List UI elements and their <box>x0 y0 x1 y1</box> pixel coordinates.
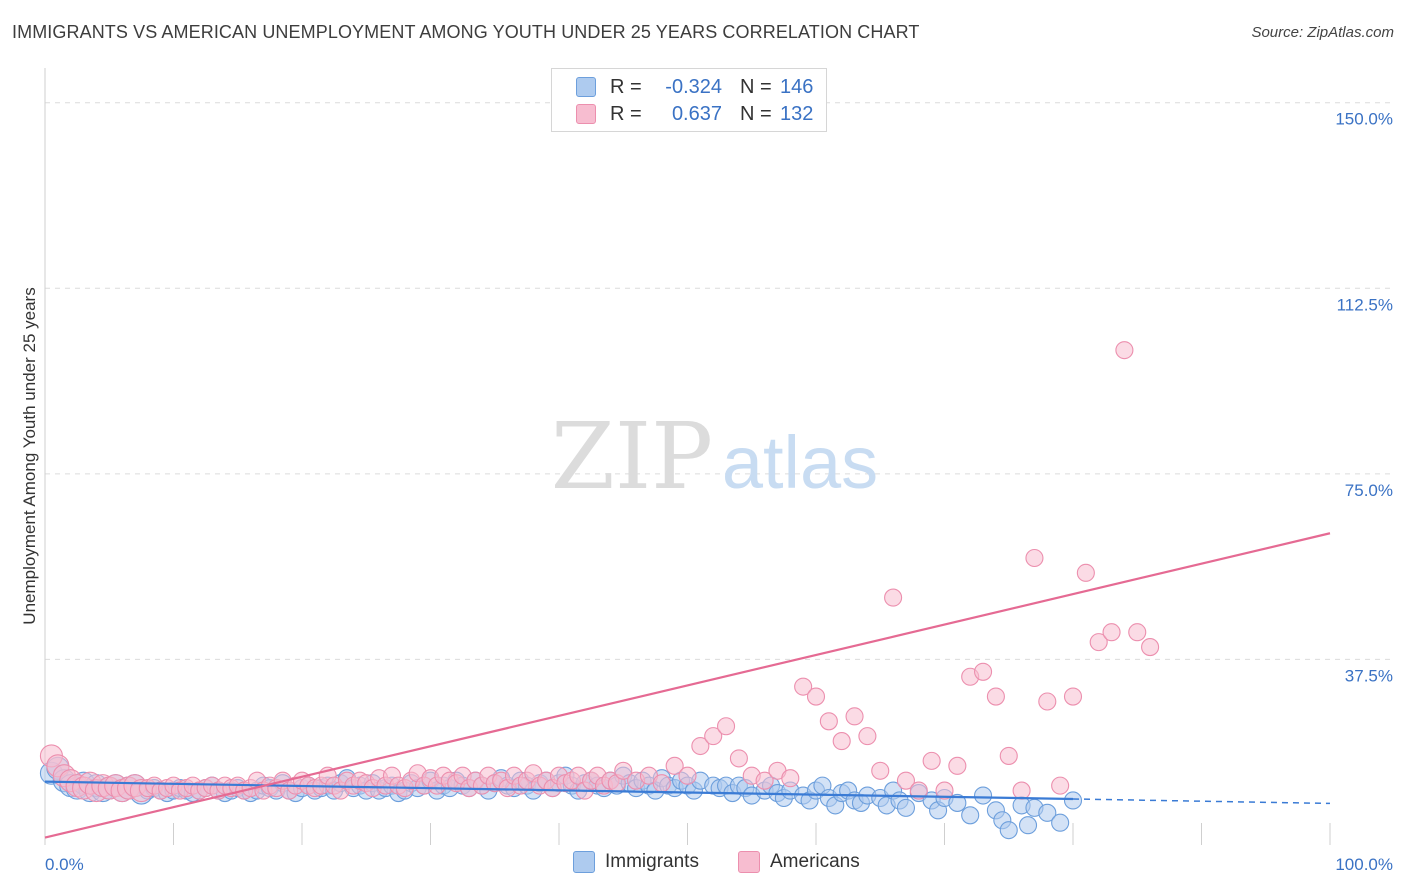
americans-point <box>986 687 1005 706</box>
americans-point <box>652 774 671 793</box>
immigrants-point <box>999 821 1018 840</box>
n-label: N = <box>740 75 772 98</box>
n-value: 132 <box>780 102 814 125</box>
americans-trend-line <box>44 532 1331 839</box>
americans-point <box>1076 563 1095 582</box>
legend-row-immigrants: R = -0.324 N = 146 <box>576 73 824 101</box>
legend-label-immigrants: Immigrants <box>605 851 699 872</box>
immigrants-point <box>973 786 993 805</box>
americans-point <box>999 746 1018 765</box>
americans-point <box>922 751 941 770</box>
americans-point <box>755 771 774 790</box>
x-tick-label: 100.0% <box>1335 855 1393 874</box>
r-value: 0.637 <box>671 102 722 125</box>
immigrants-point <box>961 806 980 825</box>
americans-point <box>896 771 916 790</box>
immigrants-point <box>896 798 916 817</box>
americans-point <box>935 781 954 800</box>
r-label: R = <box>610 102 642 125</box>
legend-item-americans[interactable]: Americans <box>738 851 860 873</box>
americans-point <box>1063 687 1083 706</box>
r-label: R = <box>610 75 642 98</box>
immigrants-point <box>948 793 967 812</box>
americans-point <box>781 769 800 788</box>
americans-point <box>1051 776 1070 795</box>
americans-point <box>704 727 723 746</box>
chart-title: IMMIGRANTS VS AMERICAN UNEMPLOYMENT AMON… <box>12 22 920 42</box>
americans-point <box>729 749 748 768</box>
immigrants-point <box>1063 791 1083 810</box>
americans-point <box>678 766 697 785</box>
americans-point <box>1102 623 1121 642</box>
x-tick-label: 0.0% <box>45 855 84 874</box>
americans-point <box>884 588 903 607</box>
source-credit: Source: ZipAtlas.com <box>1251 24 1394 41</box>
americans-point <box>871 761 890 780</box>
americans-point <box>1025 548 1044 568</box>
tick-labels: 37.5% 75.0% 112.5% 150.0% 0.0% 100.0% <box>45 110 1393 874</box>
axes <box>44 68 1331 845</box>
americans-point <box>1141 638 1160 657</box>
trend-lines <box>44 532 1331 839</box>
n-value: 146 <box>780 75 814 98</box>
americans-point <box>806 687 826 706</box>
americans-point <box>1089 633 1108 652</box>
americans-point <box>858 727 877 746</box>
immigrants-point <box>1038 803 1057 822</box>
immigrants-point <box>1051 813 1070 832</box>
immigrants-swatch <box>573 851 595 873</box>
legend-label-americans: Americans <box>770 851 860 872</box>
americans-point <box>909 781 928 800</box>
grid <box>45 102 1395 660</box>
n-label: N = <box>740 102 772 125</box>
americans-point <box>1038 692 1057 711</box>
americans-swatch <box>576 104 596 124</box>
americans-point <box>1115 341 1134 360</box>
americans-point <box>832 732 851 751</box>
immigrants-trend-extension <box>1072 798 1331 805</box>
americans-point <box>845 707 864 726</box>
legend-item-immigrants[interactable]: Immigrants <box>573 851 699 873</box>
americans-point <box>1128 623 1147 642</box>
americans-point <box>794 677 813 696</box>
legend-row-americans: R = 0.637 N = 132 <box>576 100 824 128</box>
watermark-zip: ZIP <box>551 403 713 510</box>
y-tick-label: 75.0% <box>1345 481 1393 500</box>
americans-point <box>819 712 838 731</box>
immigrants-trend-line <box>44 780 1074 801</box>
americans-point <box>1012 781 1031 800</box>
watermark: ZIP atlas <box>551 403 878 510</box>
americans-point <box>716 717 736 736</box>
immigrants-swatch <box>576 77 596 97</box>
y-tick-label: 150.0% <box>1335 110 1393 129</box>
y-tick-label: 112.5% <box>1337 295 1393 314</box>
americans-swatch <box>738 851 760 873</box>
americans-point <box>614 761 633 780</box>
americans-point <box>665 756 684 775</box>
watermark-atlas: atlas <box>722 421 878 504</box>
americans-point <box>973 662 993 681</box>
americans-point <box>948 756 967 775</box>
americans-point <box>691 736 710 756</box>
correlation-legend: R = -0.324 N = 146 R = 0.637 N = 132 <box>551 68 827 132</box>
r-value: -0.324 <box>665 75 722 98</box>
immigrants-point <box>1018 816 1038 835</box>
y-tick-label: 37.5% <box>1345 666 1393 685</box>
